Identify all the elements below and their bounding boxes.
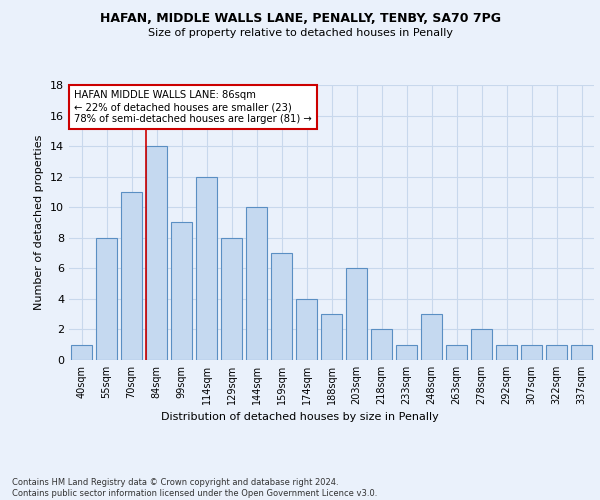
- Bar: [121, 192, 142, 360]
- Bar: [96, 238, 117, 360]
- Bar: [546, 344, 567, 360]
- Bar: [446, 344, 467, 360]
- Text: Contains HM Land Registry data © Crown copyright and database right 2024.
Contai: Contains HM Land Registry data © Crown c…: [12, 478, 377, 498]
- Bar: [71, 344, 92, 360]
- Bar: [246, 207, 267, 360]
- Bar: [471, 330, 492, 360]
- Text: Size of property relative to detached houses in Penally: Size of property relative to detached ho…: [148, 28, 452, 38]
- Bar: [496, 344, 517, 360]
- Bar: [146, 146, 167, 360]
- Bar: [371, 330, 392, 360]
- Text: Distribution of detached houses by size in Penally: Distribution of detached houses by size …: [161, 412, 439, 422]
- Bar: [171, 222, 192, 360]
- Bar: [421, 314, 442, 360]
- Bar: [346, 268, 367, 360]
- Bar: [321, 314, 342, 360]
- Text: HAFAN, MIDDLE WALLS LANE, PENALLY, TENBY, SA70 7PG: HAFAN, MIDDLE WALLS LANE, PENALLY, TENBY…: [100, 12, 500, 26]
- Bar: [571, 344, 592, 360]
- Y-axis label: Number of detached properties: Number of detached properties: [34, 135, 44, 310]
- Bar: [221, 238, 242, 360]
- Bar: [296, 299, 317, 360]
- Bar: [271, 253, 292, 360]
- Text: HAFAN MIDDLE WALLS LANE: 86sqm
← 22% of detached houses are smaller (23)
78% of : HAFAN MIDDLE WALLS LANE: 86sqm ← 22% of …: [74, 90, 312, 124]
- Bar: [396, 344, 417, 360]
- Bar: [521, 344, 542, 360]
- Bar: [196, 176, 217, 360]
